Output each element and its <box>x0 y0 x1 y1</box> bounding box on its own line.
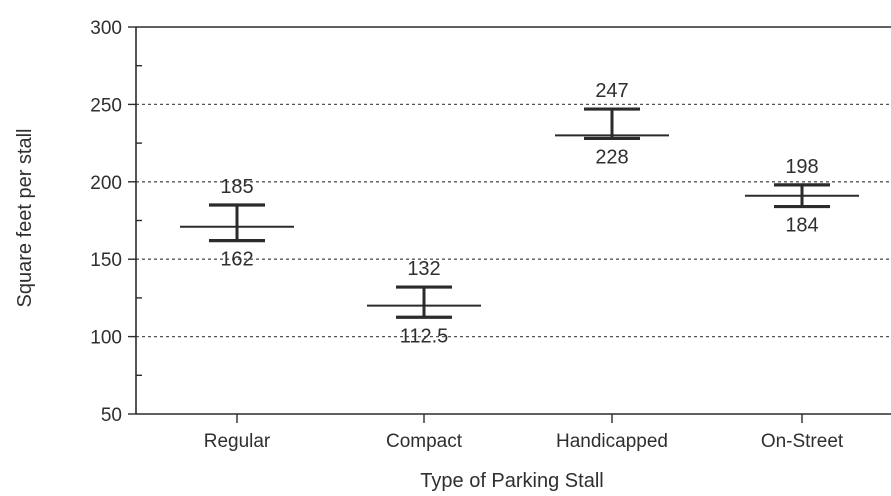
x-axis-title: Type of Parking Stall <box>420 470 603 492</box>
axis-ticks: 50 100 150 200 250 300 Regular Compact Handicapp… <box>90 18 844 452</box>
y-tick-label-150: 150 <box>90 250 122 271</box>
high-label-compact: 132 <box>407 258 440 280</box>
y-tick-label-300: 300 <box>90 18 122 39</box>
low-label-on-street: 184 <box>785 215 818 237</box>
y-tick-label-50: 50 <box>101 405 122 426</box>
y-tick-label-250: 250 <box>90 95 122 116</box>
x-tick-label-compact: Compact <box>386 431 463 452</box>
y-tick-label-100: 100 <box>90 328 122 349</box>
y-tick-label-200: 200 <box>90 173 122 194</box>
axes <box>135 26 891 415</box>
range-marks <box>180 107 859 319</box>
high-label-handicapped: 247 <box>595 80 628 102</box>
grid-lines <box>136 103 891 338</box>
x-tick-label-on-street: On-Street <box>761 431 844 452</box>
low-label-regular: 162 <box>220 249 253 271</box>
x-tick-label-regular: Regular <box>204 431 271 452</box>
y-axis-title: Square feet per stall <box>14 129 36 308</box>
low-label-handicapped: 228 <box>595 146 628 168</box>
high-label-regular: 185 <box>220 176 253 198</box>
high-label-on-street: 198 <box>785 156 818 178</box>
data-labels: 185 162 132 112.5 247 228 198 184 <box>220 80 818 347</box>
x-tick-label-handicapped: Handicapped <box>556 431 668 452</box>
low-label-compact: 112.5 <box>400 325 449 347</box>
